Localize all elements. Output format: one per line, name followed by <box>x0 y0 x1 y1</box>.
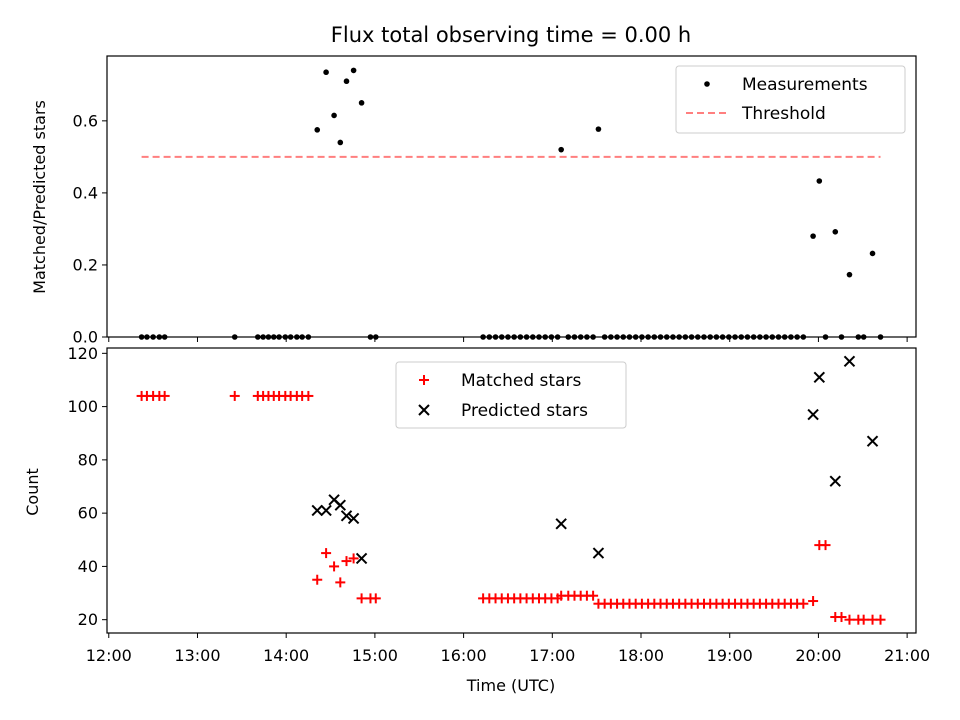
measurement-point <box>869 250 876 257</box>
top-y-axis-label: Matched/Predicted stars <box>30 100 49 294</box>
bottom-y-axis: 20 40 60 80 100 120 <box>67 344 107 629</box>
measurement-point <box>595 126 602 132</box>
predicted-star-point <box>347 512 360 525</box>
predicted-star-point <box>340 510 353 522</box>
bottom-plot-area <box>136 355 886 625</box>
matched-star-point <box>303 390 314 401</box>
top-x-axis <box>108 337 908 342</box>
legend-threshold-label: Threshold <box>741 104 826 124</box>
top-legend: Measurements Threshold <box>675 65 906 134</box>
measurement-point <box>314 127 321 133</box>
bottom-y-tick-label: 60 <box>78 504 98 523</box>
top-panel: Flux total observing time = 0.00 h 0.00.… <box>30 23 917 347</box>
legend-measurements-marker <box>704 81 710 87</box>
predicted-star-point <box>320 504 332 517</box>
bottom-x-tick-label: 13:00 <box>174 646 220 665</box>
matched-star-point <box>321 548 332 559</box>
measurement-point <box>350 67 357 74</box>
top-y-axis: 0.0 0.2 0.4 0.6 <box>73 111 107 347</box>
legend-measurements-label: Measurements <box>742 75 868 95</box>
matched-star-point <box>588 590 599 601</box>
top-chart-title: Flux total observing time = 0.00 h <box>331 23 691 47</box>
bottom-y-axis-label: Count <box>23 468 42 516</box>
matched-star-point <box>844 614 855 625</box>
predicted-star-point <box>311 504 323 517</box>
predicted-star-point <box>334 499 347 511</box>
matched-star-point <box>335 577 346 588</box>
measurement-point <box>810 233 816 239</box>
matched-star-point <box>836 612 847 623</box>
predicted-star-point <box>813 371 826 384</box>
bottom-x-tick-label: 14:00 <box>263 646 309 665</box>
top-axes-frame <box>106 55 917 338</box>
bottom-y-tick-label: 80 <box>78 450 98 469</box>
legend-matched-label: Matched stars <box>461 371 581 391</box>
predicted-star-point <box>592 547 605 559</box>
top-y-tick-label: 0.6 <box>73 111 98 130</box>
bottom-x-tick-label: 12:00 <box>86 646 132 665</box>
legend-predicted-label: Predicted stars <box>461 401 588 421</box>
measurement-point <box>832 229 839 235</box>
matched-star-point <box>798 598 809 609</box>
bottom-y-tick-label: 40 <box>78 557 98 576</box>
measurement-point <box>358 100 365 106</box>
predicted-star-point <box>843 355 856 368</box>
bottom-x-tick-label: 21:00 <box>884 646 930 665</box>
bottom-legend-box <box>395 361 627 429</box>
top-y-tick-label: 0.2 <box>73 255 98 274</box>
bottom-legend: Matched stars Predicted stars <box>395 361 627 429</box>
predicted-star-point <box>829 475 841 487</box>
measurement-point <box>846 271 853 278</box>
bottom-y-tick-label: 100 <box>67 397 98 416</box>
matched-star-point <box>356 593 367 604</box>
bottom-x-axis: 12:00 13:00 14:00 15:00 16:00 17:00 18:00 19:00… <box>86 633 930 665</box>
bottom-x-tick-label: 18:00 <box>618 646 664 665</box>
top-legend-box <box>675 65 906 134</box>
legend-predicted-marker <box>418 404 430 416</box>
matched-star-point <box>159 390 170 401</box>
measurement-point <box>337 139 344 146</box>
bottom-axes-frame <box>106 347 917 634</box>
bottom-y-tick-label: 20 <box>78 610 98 629</box>
matched-star-point <box>312 574 323 585</box>
measurement-point <box>558 146 564 153</box>
matched-star-point <box>808 596 819 607</box>
bottom-panel: 20 40 60 80 100 120 12:00 13:00 14:00 15:00 16:00… <box>23 344 930 695</box>
bottom-x-tick-label: 15:00 <box>352 646 398 665</box>
matched-star-point <box>229 390 240 401</box>
matched-star-point <box>348 553 359 564</box>
matched-star-point <box>341 556 352 567</box>
top-y-tick-label: 0.4 <box>73 183 98 202</box>
predicted-star-point <box>555 518 567 530</box>
matched-star-point <box>858 614 869 625</box>
predicted-star-point <box>355 552 368 565</box>
bottom-x-tick-label: 19:00 <box>707 646 753 665</box>
matched-star-point <box>875 614 886 625</box>
measurement-point <box>816 178 823 184</box>
bottom-x-axis-label: Time (UTC) <box>466 676 555 695</box>
measurement-point <box>343 78 350 85</box>
measurement-point <box>323 69 329 76</box>
bottom-y-tick-label: 120 <box>67 344 98 363</box>
predicted-star-point <box>866 435 879 447</box>
bottom-x-tick-label: 16:00 <box>441 646 487 665</box>
measurement-point <box>331 112 337 119</box>
matched-star-point <box>370 593 381 604</box>
legend-matched-marker <box>419 375 429 385</box>
matched-star-point <box>820 540 831 551</box>
matched-star-point <box>329 561 340 572</box>
top-y-tick-label: 0.0 <box>73 328 98 347</box>
bottom-x-tick-label: 20:00 <box>795 646 841 665</box>
predicted-star-point <box>807 408 819 421</box>
bottom-x-tick-label: 17:00 <box>529 646 575 665</box>
